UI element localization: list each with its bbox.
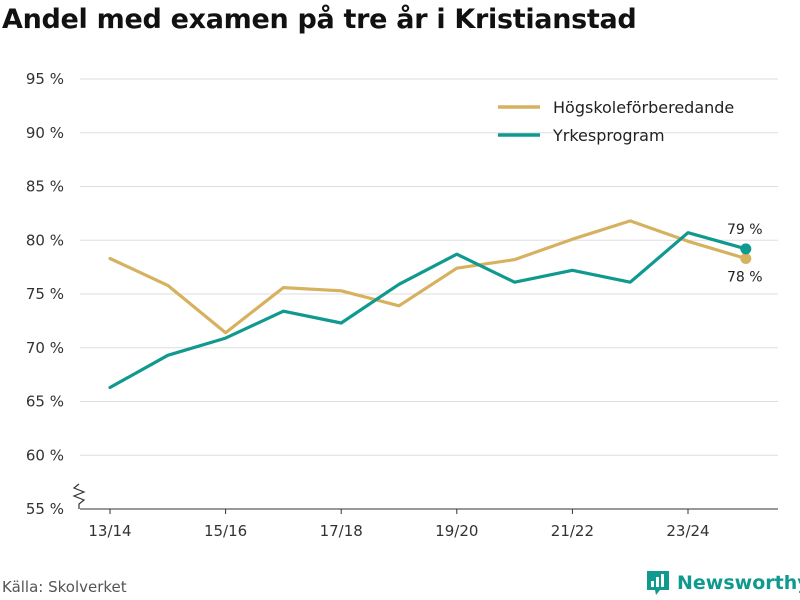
legend-label-1: Högskoleförberedande xyxy=(553,98,734,117)
x-tick-label: 23/24 xyxy=(666,522,709,540)
series-end-label-2: 79 % xyxy=(727,222,763,238)
legend-label-2: Yrkesprogram xyxy=(552,126,665,145)
y-tick-label: 90 % xyxy=(26,124,64,142)
brand-logo: Newsworthy xyxy=(645,569,800,597)
y-tick-label: 65 % xyxy=(26,393,64,411)
y-tick-label: 60 % xyxy=(26,446,64,464)
x-tick-label: 21/22 xyxy=(551,522,594,540)
y-tick-label: 70 % xyxy=(26,339,64,357)
x-tick-label: 19/20 xyxy=(435,522,478,540)
series-line-1 xyxy=(108,219,748,335)
series-line-2 xyxy=(108,231,748,390)
y-tick-label: 85 % xyxy=(26,178,64,196)
x-tick-label: 15/16 xyxy=(204,522,247,540)
series-end-marker-2 xyxy=(740,243,752,255)
source-note: Källa: Skolverket xyxy=(2,578,127,596)
y-tick-label: 80 % xyxy=(26,231,64,249)
axis-break-icon xyxy=(72,483,86,509)
series-end-marker-1 xyxy=(740,253,752,265)
series-end-label-1: 78 % xyxy=(727,270,763,286)
brand-name: Newsworthy xyxy=(677,572,800,594)
chart-title: Andel med examen på tre år i Kristiansta… xyxy=(2,4,637,35)
y-tick-label: 55 % xyxy=(26,500,64,518)
y-tick-label: 95 % xyxy=(26,70,64,88)
y-tick-label: 75 % xyxy=(26,285,64,303)
x-tick-label: 17/18 xyxy=(320,522,363,540)
x-tick-label: 13/14 xyxy=(88,522,131,540)
newsworthy-logo-icon xyxy=(647,571,669,595)
